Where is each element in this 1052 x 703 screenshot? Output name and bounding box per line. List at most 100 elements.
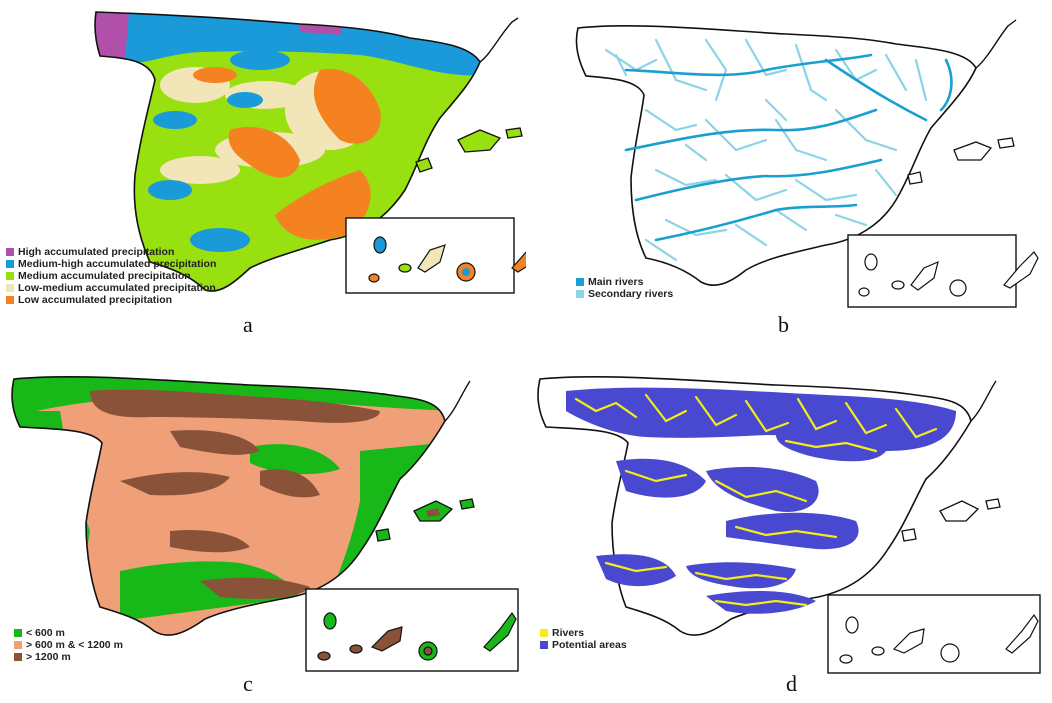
swatch xyxy=(6,284,14,292)
canary-islands xyxy=(368,236,526,283)
ibiza-island xyxy=(907,171,923,185)
legend-item-medium-high: Medium-high accumulated precipitation xyxy=(6,258,216,270)
rivers-map xyxy=(575,19,1039,308)
panel-letter-b: b xyxy=(778,312,789,337)
ibiza-island xyxy=(901,528,917,542)
mallorca-island xyxy=(953,141,993,161)
iberian-coastline xyxy=(575,25,977,286)
medium-high-area xyxy=(230,50,290,70)
legend-item-main-rivers: Main rivers xyxy=(576,276,673,288)
legend-label: Medium-high accumulated precipitation xyxy=(18,258,217,270)
legend-item-low: Low accumulated precipitation xyxy=(6,294,216,306)
swatch xyxy=(6,296,14,304)
central-low-precip-area xyxy=(228,126,300,178)
pyrenees-border-line xyxy=(444,380,471,422)
guadalquivir-river xyxy=(654,203,858,242)
swatch xyxy=(6,260,14,268)
panel-a-precipitation-map: High accumulated precipitation Medium-hi… xyxy=(0,0,526,351)
pyrenees-border-line xyxy=(970,380,997,422)
canary-islands xyxy=(317,611,517,661)
legend-item-rivers: Rivers xyxy=(540,627,627,639)
ibiza-island xyxy=(375,528,391,542)
swatch xyxy=(576,290,584,298)
mallorca-island xyxy=(939,500,980,522)
legend-label: Main rivers xyxy=(588,276,644,288)
canary-islands-inset-frame xyxy=(827,594,1041,674)
legend-label: < 600 m xyxy=(26,627,65,639)
legend-label: > 600 m & < 1200 m xyxy=(26,639,123,651)
pyrenees-border-line xyxy=(479,17,519,63)
ebro-valley-low-area xyxy=(250,444,340,475)
medium-high-area xyxy=(148,180,192,200)
cantabrian-high-range xyxy=(90,389,380,423)
rivers xyxy=(574,393,938,607)
swatch xyxy=(6,248,14,256)
legend-item-low-elevation: < 600 m xyxy=(14,627,123,639)
swatch xyxy=(14,629,22,637)
medium-high-area xyxy=(190,228,250,252)
northeast-river xyxy=(939,58,953,112)
legend-item-potential-areas: Potential areas xyxy=(540,639,627,651)
legend-item-mid-elevation: > 600 m & < 1200 m xyxy=(14,639,123,651)
legend-label: Rivers xyxy=(552,627,585,639)
guadiana-river xyxy=(634,158,883,202)
ibiza-island xyxy=(415,157,433,173)
iberian-coastline xyxy=(94,11,481,292)
legend-precipitation: High accumulated precipitation Medium-hi… xyxy=(6,246,216,306)
legend-item-low-medium: Low-medium accumulated precipitation xyxy=(6,282,216,294)
mallorca-high-area xyxy=(426,508,440,517)
betic-high-area xyxy=(200,577,310,599)
panel-letter-a: a xyxy=(243,312,253,337)
panel-d-potential-areas-map: Rivers Potential areas d xyxy=(526,351,1052,702)
northwest-high-area xyxy=(95,12,130,62)
menorca-island xyxy=(985,498,1001,510)
swatch xyxy=(540,641,548,649)
swatch xyxy=(576,278,584,286)
legend-item-medium: Medium accumulated precipitation xyxy=(6,270,216,282)
ebro-river xyxy=(824,58,928,122)
swatch xyxy=(540,629,548,637)
west-coast-low-area xyxy=(12,411,90,611)
central-system-high-area xyxy=(120,472,230,496)
medium-high-area xyxy=(153,111,197,129)
legend-elevation: < 600 m > 600 m & < 1200 m > 1200 m xyxy=(14,627,123,663)
legend-label: Low accumulated precipitation xyxy=(18,294,173,306)
panel-b-rivers-map: Main rivers Secondary rivers b xyxy=(526,0,1052,351)
canary-islands xyxy=(839,613,1039,664)
legend-item-high-elevation: > 1200 m xyxy=(14,651,123,663)
high-area xyxy=(170,430,260,455)
swatch xyxy=(14,641,22,649)
iberian-coastline xyxy=(11,376,446,636)
precipitation-map xyxy=(94,11,526,294)
legend-label: Secondary rivers xyxy=(588,288,674,300)
panel-letter-c: c xyxy=(243,671,253,696)
low-precip-area xyxy=(193,67,237,83)
legend-item-high: High accumulated precipitation xyxy=(6,246,216,258)
south-low-area xyxy=(120,561,300,621)
legend-label: Potential areas xyxy=(552,639,627,651)
duero-river xyxy=(624,53,873,77)
legend-item-secondary-rivers: Secondary rivers xyxy=(576,288,673,300)
pyrenees-border-line xyxy=(975,19,1017,69)
menorca-island xyxy=(997,137,1015,149)
panel-c-elevation-map: < 600 m > 600 m & < 1200 m > 1200 m c xyxy=(0,351,526,702)
menorca-island xyxy=(505,127,523,139)
legend-label: High accumulated precipitation xyxy=(18,246,175,258)
ebro-low-precip-area xyxy=(313,69,381,144)
legend-label: Low-medium accumulated precipitation xyxy=(18,282,216,294)
low-medium-area xyxy=(160,156,240,184)
main-rivers xyxy=(624,53,953,242)
canary-islands-inset-frame xyxy=(305,588,519,672)
menorca-island xyxy=(459,498,475,510)
legend-rivers: Main rivers Secondary rivers xyxy=(576,276,673,300)
medium-high-area xyxy=(227,92,263,108)
mallorca-island xyxy=(457,129,502,153)
high-area xyxy=(170,529,250,553)
legend-label: > 1200 m xyxy=(26,651,71,663)
legend-potential-areas: Rivers Potential areas xyxy=(540,627,627,651)
panel-letter-d: d xyxy=(786,671,797,696)
elevation-map xyxy=(11,376,519,672)
potential-areas-map xyxy=(537,376,1041,674)
iberian-system-high-area xyxy=(260,469,320,498)
legend-label: Medium accumulated precipitation xyxy=(18,270,191,282)
